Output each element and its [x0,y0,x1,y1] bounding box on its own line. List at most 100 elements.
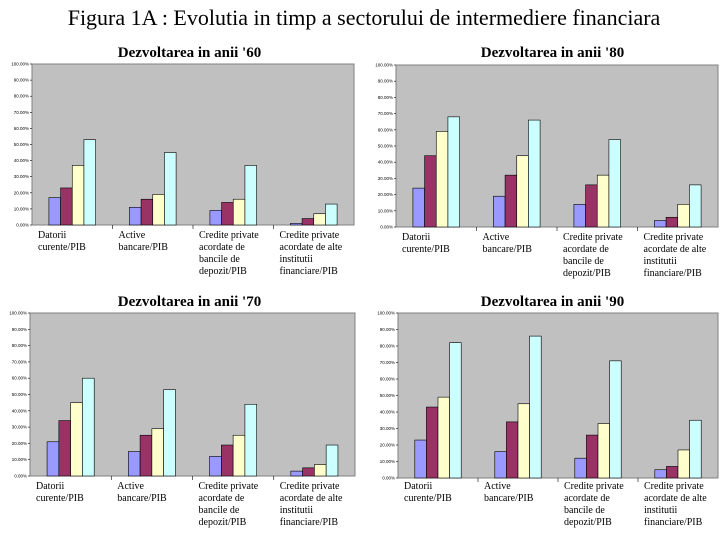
bar [221,202,234,226]
category-label: Datorii curente/PIB [402,232,450,255]
y-tick-label: 30.00% [12,425,27,430]
bar [70,402,83,477]
bar [129,206,142,226]
y-tick-label: 70.00% [378,111,393,116]
y-tick-label: 80.00% [380,344,395,349]
category-label: Datorii curente/PIB [36,481,84,504]
y-tick-label: 0.00% [16,223,29,228]
bar [244,403,257,477]
chart-80s: Dezvoltarea in anii '80 0.00% 10.00% 20.00%… [375,45,719,279]
bar [412,187,425,228]
y-tick-label: 70.00% [14,110,29,115]
bar [677,204,690,228]
category-label: Credite private acordate de bancile de depo… [563,232,623,279]
bar [608,139,621,228]
bar [449,342,462,479]
y-tick-label: 60.00% [12,376,27,381]
bar [504,174,518,228]
y-tick-label: 50.00% [12,392,27,397]
y-tick-label: 0.00% [14,474,27,479]
bar [82,377,95,477]
bar [232,434,246,477]
bar [290,223,303,226]
bar [128,451,141,477]
bar [163,389,176,477]
category-label: Datorii curente/PIB [38,230,86,253]
bar [58,420,71,477]
bar [46,441,60,477]
bar [437,396,450,479]
bar [302,467,315,477]
bar [209,210,222,226]
y-tick-label: 50.00% [380,393,395,398]
category-label: Datorii curente/PIB [404,481,452,504]
y-tick-label: 100.00% [11,62,29,67]
y-tick-label: 80.00% [12,343,27,348]
bar [426,406,439,479]
bar [325,203,338,226]
bar [596,174,610,228]
bar [494,451,507,479]
bar [314,464,327,477]
category-label: Credite private acordate de alte instituti… [644,232,707,279]
category-label: Active bancare/PIB [484,481,534,504]
y-tick-label: 20.00% [12,441,27,446]
category-label: Credite private acordate de alte instituti… [280,230,343,277]
y-tick-label: 40.00% [12,408,27,413]
y-tick-label: 10.00% [12,457,27,462]
bar [221,444,234,477]
y-tick-label: 90.00% [14,78,29,83]
bar [232,198,246,226]
y-tick-label: 100.00% [375,63,393,68]
chart-title: Dezvoltarea in anii '70 [118,294,261,310]
bar [325,444,339,477]
bar [689,419,702,479]
y-tick-label: 10.00% [14,206,29,211]
y-tick-label: 60.00% [378,127,393,132]
category-label: Credite private acordate de bancile de depo… [564,481,624,528]
y-tick-label: 20.00% [14,190,29,195]
bar [424,155,437,228]
y-tick-label: 60.00% [380,377,395,382]
figure-title: Figura 1A : Evolutia in timp a sectorulu… [67,5,661,30]
y-tick-label: 20.00% [378,192,393,197]
bar [152,194,165,226]
y-tick-label: 90.00% [378,79,393,84]
bar [139,434,153,477]
bar [528,119,541,228]
bar [493,195,506,228]
bar [164,152,177,226]
bar [244,165,257,226]
bar [609,360,622,479]
chart-panel-80s: Dezvoltarea in anii '80 0.00% 10.00% 20.00%… [365,42,720,287]
y-tick-label: 0.00% [382,476,395,481]
chart-panel-60s: Dezvoltarea in anii '60 0.00% 10.00% 20.00%… [2,42,357,287]
y-tick-label: 80.00% [14,94,29,99]
bar [654,220,667,228]
y-tick-label: 20.00% [380,443,395,448]
chart-title: Dezvoltarea in anii '80 [481,45,624,61]
y-tick-label: 50.00% [378,144,393,149]
category-label: Active bancare/PIB [483,232,533,255]
chart-60s: Dezvoltarea in anii '60 0.00% 10.00% 20.00%… [11,45,355,277]
y-tick-label: 40.00% [380,410,395,415]
bar [48,197,61,226]
bar [435,131,449,228]
y-tick-label: 30.00% [378,176,393,181]
category-label: Credite private acordate de bancile de depo… [199,230,259,277]
bar [414,439,427,479]
y-tick-label: 50.00% [14,142,29,147]
bar [301,218,315,226]
category-label: Active bancare/PIB [119,230,169,253]
chart-70s: Dezvoltarea in anii '70 0.00% 10.00% 20.00%… [9,294,356,528]
y-tick-label: 90.00% [12,327,27,332]
y-tick-label: 70.00% [380,360,395,365]
bar [689,184,702,228]
chart-title: Dezvoltarea in anii '90 [481,294,624,310]
bar [140,198,154,226]
y-tick-label: 70.00% [12,359,27,364]
y-tick-label: 80.00% [378,95,393,100]
y-tick-label: 30.00% [14,174,29,179]
chart-90s: Dezvoltarea in anii '90 0.00% 10.00% 20.00%… [377,294,719,528]
bar [654,469,667,479]
